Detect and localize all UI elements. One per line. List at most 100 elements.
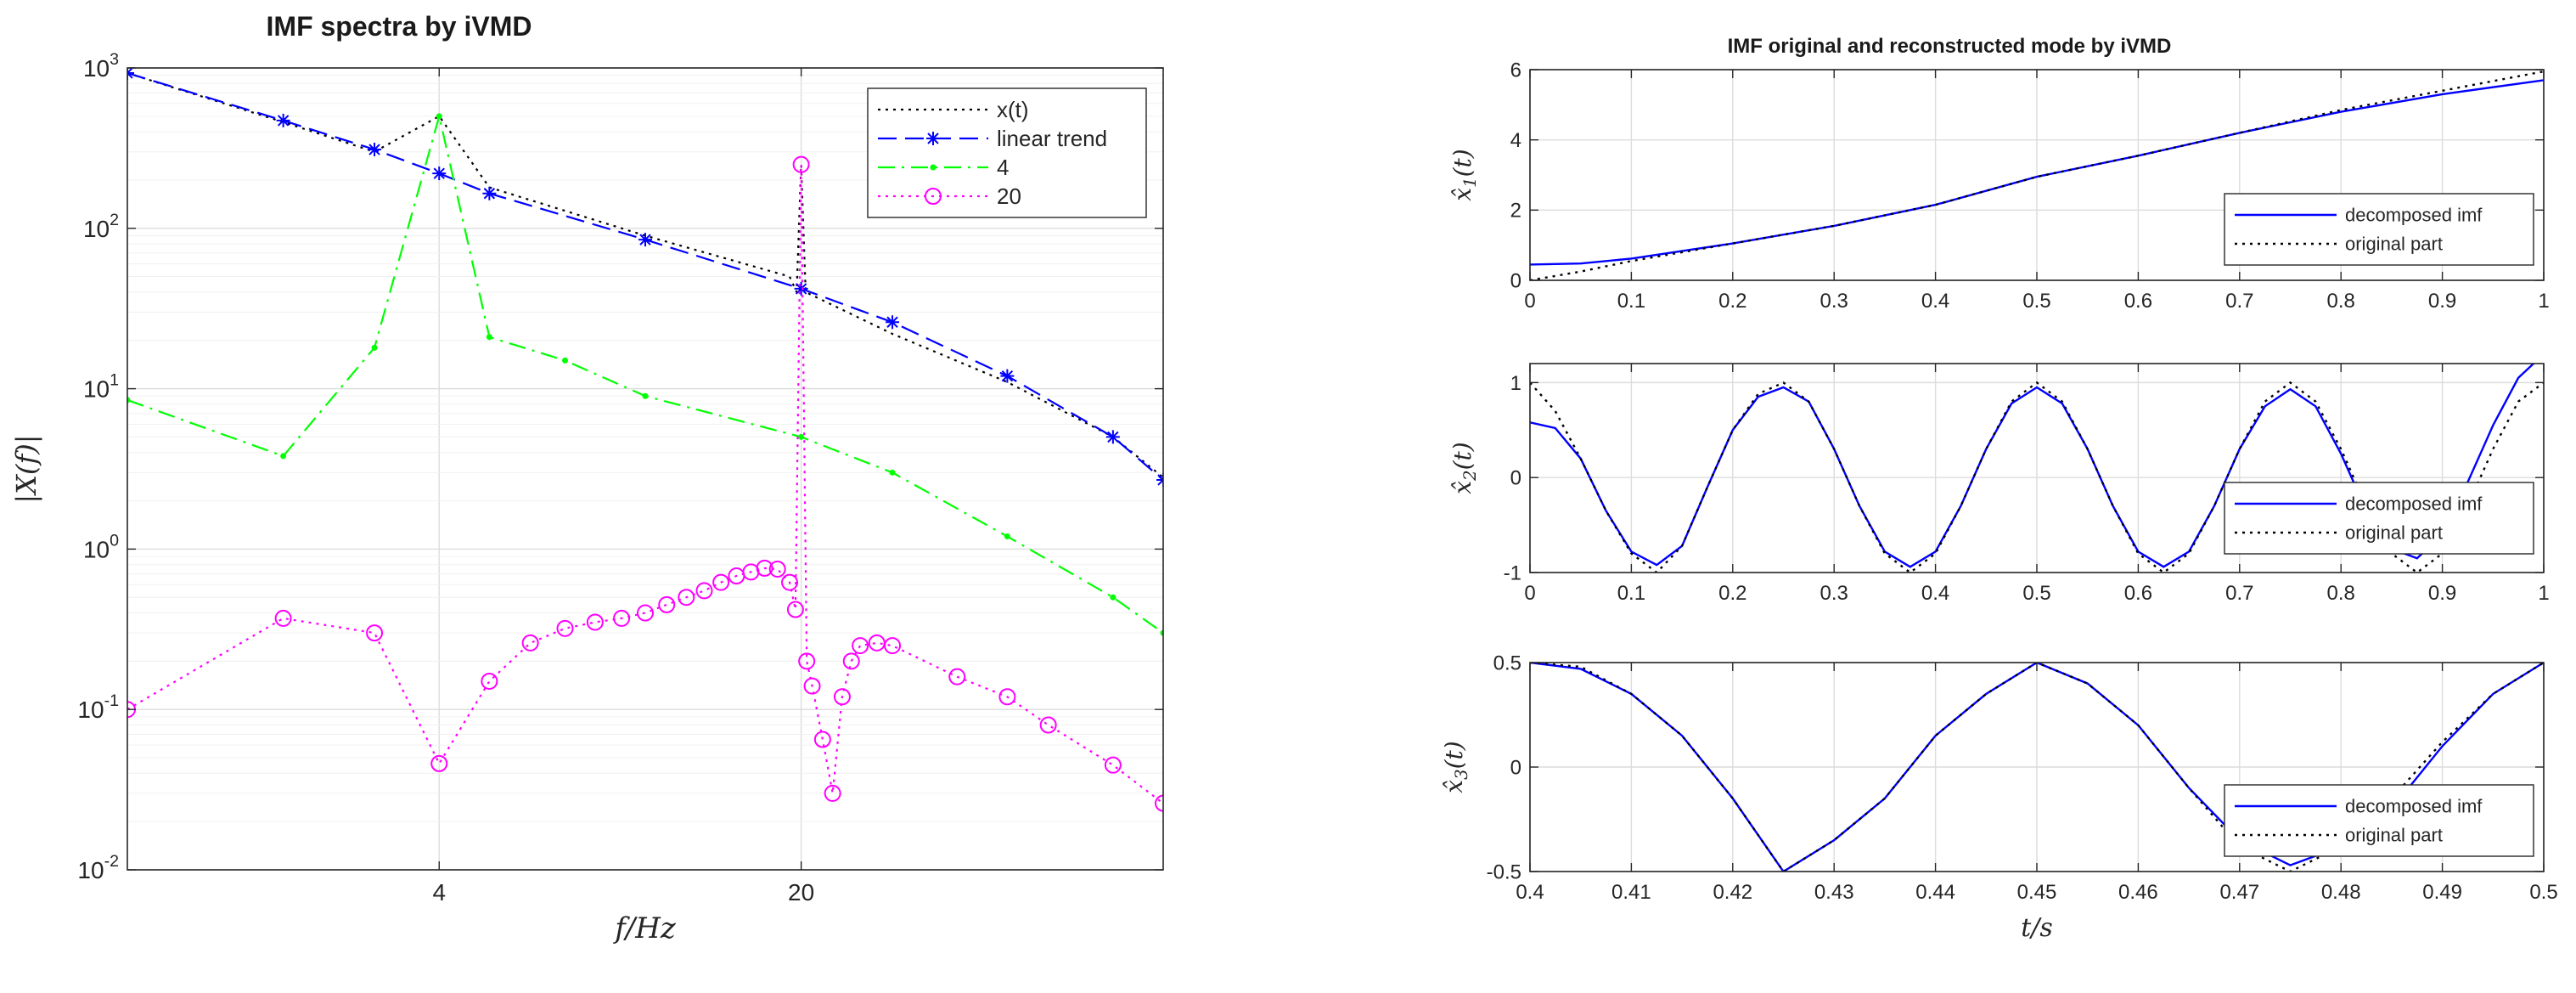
y-tick-label: 0.5	[1493, 652, 1521, 674]
y-tick-label: 1	[1510, 372, 1521, 395]
ylabel-main: x̂	[1448, 188, 1476, 201]
asterisk-marker	[1000, 369, 1015, 383]
ylabel-subscript: 1	[1460, 177, 1480, 187]
circle-marker	[852, 637, 869, 655]
y-axis-label: x̂1(t)	[1448, 149, 1480, 200]
tick-base: 10	[77, 697, 104, 723]
dot-marker	[642, 392, 649, 399]
legend-box	[2224, 784, 2534, 857]
x-tick-label: 0.44	[1915, 881, 1955, 904]
x-tick-label: 0	[1524, 290, 1535, 313]
dot-marker	[798, 433, 805, 440]
x-tick-label: 0.46	[2118, 881, 2158, 904]
y-tick-label: 100	[83, 531, 119, 562]
circle-marker	[521, 634, 539, 652]
circle-marker	[813, 731, 831, 748]
dot-marker	[436, 113, 442, 120]
legend-box	[2224, 193, 2534, 266]
dot-marker	[562, 357, 569, 364]
dot-marker	[371, 344, 378, 351]
series-line-3	[127, 164, 1163, 804]
x-axis-label: t/s	[2021, 913, 2053, 943]
series-line-1	[1530, 663, 2544, 872]
dot-marker	[1160, 629, 1163, 636]
x-tick-label: 0.5	[2022, 582, 2050, 605]
y-tick-label: 4	[1510, 129, 1521, 152]
asterisk-marker	[276, 113, 290, 127]
circle-marker	[803, 677, 821, 695]
chart-panel-0: 4 2010-210-1100101102103f/Hz|X(f)|x(t)lin…	[10, 50, 1164, 945]
x-tick-label: 0.41	[1611, 881, 1651, 904]
x-tick-label: 0.4	[1516, 881, 1544, 904]
circle-marker	[274, 609, 292, 627]
circle-marker	[556, 619, 574, 637]
x-tick-label: 0.7	[2225, 290, 2253, 313]
legend-entry-label: original part	[2345, 522, 2443, 544]
legend-entry-label: linear trend	[997, 126, 1107, 151]
x-tick-label: 0.42	[1713, 881, 1752, 904]
ylabel-main: x̂	[1448, 481, 1476, 494]
circle-marker	[637, 604, 654, 622]
circle-marker	[842, 652, 860, 670]
asterisk-marker	[638, 233, 652, 247]
dot-marker	[127, 397, 131, 403]
series-group	[127, 68, 1163, 812]
circle-marker	[948, 668, 966, 686]
x-tick-label: 0.9	[2428, 290, 2456, 313]
circle-marker	[798, 652, 816, 670]
x-tick-label: 0.2	[1718, 290, 1746, 313]
circle-marker	[786, 601, 804, 618]
tick-base: 10	[77, 857, 104, 883]
circle-marker	[833, 688, 851, 706]
circle-marker	[884, 637, 902, 655]
x-tick-label: 1	[2538, 290, 2549, 313]
ylabel-main: x̂	[1440, 780, 1468, 793]
circle-marker	[792, 155, 810, 173]
asterisk-marker	[368, 143, 382, 157]
dot-marker	[486, 334, 492, 341]
circle-marker	[366, 624, 384, 642]
legend-entry-label: original part	[2345, 825, 2443, 846]
circle-marker	[678, 589, 695, 607]
legend-entry-label: original part	[2345, 234, 2443, 255]
legend-marker	[925, 188, 942, 205]
legend: x(t) linear trend 4 20	[867, 87, 1147, 218]
x-tick-label: 1	[2538, 582, 2549, 605]
x-tick-label: 0.49	[2422, 881, 2462, 904]
series-line-2	[127, 116, 1163, 634]
x-tick-label: 0.8	[2327, 582, 2355, 605]
legend-entry-label: decomposed imf	[2345, 205, 2483, 226]
tick-exponent: -2	[104, 852, 119, 871]
tick-base: 10	[83, 536, 110, 562]
x-tick-label: 0.5	[2529, 881, 2557, 904]
x-tick-label: 0.9	[2428, 582, 2456, 605]
circle-marker	[998, 688, 1016, 706]
circle-marker	[658, 595, 676, 613]
tick-exponent: 0	[110, 531, 119, 550]
x-tick-label: 0.3	[1820, 290, 1848, 313]
dot-marker	[1004, 533, 1010, 539]
circle-marker	[824, 784, 841, 802]
x-tick-label: 0.43	[1814, 881, 1854, 904]
x-tick-label: 0.3	[1820, 582, 1848, 605]
axes-box	[127, 67, 1164, 871]
y-tick-label: 0	[1510, 467, 1521, 490]
x-tick-label: 0.4	[1921, 290, 1949, 313]
y-tick-label: 10-2	[77, 852, 119, 883]
chart-panel-1: 0 0.1 0.2 0.3 0.4 0.5 0.6 0.7 0.8 0.9 10246x̂1(t)d…	[1448, 59, 2550, 313]
dot-marker	[889, 469, 896, 476]
x-tick-label: 0.4	[1921, 582, 1949, 605]
x-tick-label: 0.6	[2124, 290, 2152, 313]
tick-exponent: 2	[110, 211, 119, 229]
x-tick-label: 0	[1524, 582, 1535, 605]
legend-box	[2224, 482, 2534, 555]
circle-marker	[586, 613, 604, 631]
tick-exponent: -1	[104, 691, 119, 710]
x-tick-label: 0.1	[1617, 290, 1645, 313]
y-axis-label: x̂2(t)	[1448, 442, 1480, 494]
asterisk-marker	[1105, 430, 1120, 444]
y-axis-label: |X(f)|	[10, 434, 42, 503]
series-group	[1530, 70, 2544, 280]
legend: decomposed imf original part	[2224, 784, 2534, 857]
